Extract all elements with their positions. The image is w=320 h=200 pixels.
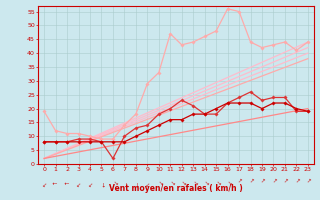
- Text: ↑: ↑: [109, 179, 116, 185]
- Text: ↑: ↑: [224, 179, 231, 185]
- Text: ↑: ↑: [247, 179, 254, 185]
- Text: ↑: ↑: [167, 179, 174, 185]
- Text: ↑: ↑: [87, 179, 93, 185]
- Text: ↑: ↑: [41, 179, 48, 185]
- Text: ↑: ↑: [190, 179, 196, 185]
- Text: ↑: ↑: [236, 179, 243, 185]
- X-axis label: Vent moyen/en rafales ( km/h ): Vent moyen/en rafales ( km/h ): [109, 184, 243, 193]
- Text: ↑: ↑: [156, 179, 162, 185]
- Text: ↑: ↑: [293, 179, 300, 185]
- Text: ↑: ↑: [99, 180, 104, 185]
- Text: ↑: ↑: [178, 179, 185, 185]
- Text: ↑: ↑: [53, 180, 58, 184]
- Text: ↑: ↑: [65, 180, 69, 184]
- Text: ↑: ↑: [201, 179, 208, 185]
- Text: ↑: ↑: [213, 179, 220, 185]
- Text: ↑: ↑: [282, 179, 288, 185]
- Text: ↑: ↑: [122, 180, 127, 185]
- Text: ↑: ↑: [144, 179, 151, 185]
- Text: ↑: ↑: [304, 179, 311, 185]
- Text: ↑: ↑: [75, 179, 82, 185]
- Text: ↑: ↑: [259, 179, 265, 185]
- Text: ↑: ↑: [133, 180, 138, 185]
- Text: ↑: ↑: [270, 179, 277, 185]
